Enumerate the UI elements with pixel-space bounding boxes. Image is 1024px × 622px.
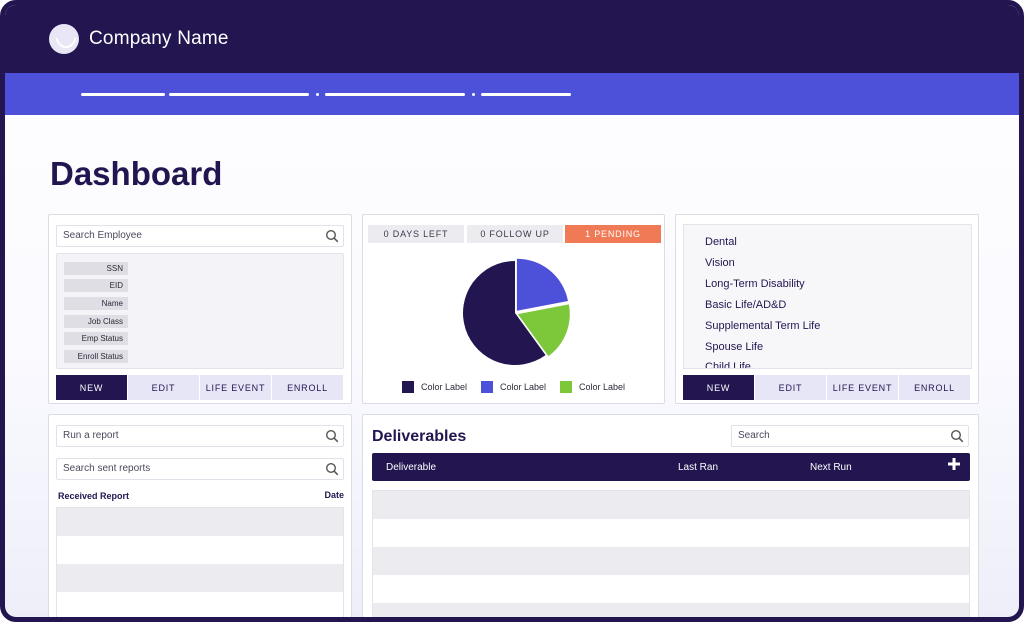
search-icon[interactable]	[325, 462, 339, 476]
page-title: Dashboard	[50, 155, 223, 192]
benefits-list: Dental Vision Long-Term Disability Basic…	[683, 224, 972, 369]
table-row[interactable]	[373, 519, 969, 547]
nav-separator	[316, 93, 319, 96]
nav-separator	[472, 93, 475, 96]
benefit-child-life[interactable]: Child Life	[705, 361, 751, 369]
benefit-vision[interactable]: Vision	[705, 257, 735, 269]
nav-item-4[interactable]	[481, 93, 571, 96]
benefit-actions: NEW EDIT LIFE EVENT ENROLL	[683, 375, 971, 400]
deliverables-card: Deliverables Search Deliverable Last Ran…	[362, 414, 979, 617]
life-event-button[interactable]: LIFE EVENT	[827, 375, 898, 400]
pie-slice-3[interactable]	[517, 304, 570, 357]
status-card: 0 DAYS LEFT 0 FOLLOW UP 1 PENDING Color …	[362, 214, 665, 404]
benefit-supplemental[interactable]: Supplemental Term Life	[705, 320, 821, 332]
column-deliverable[interactable]: Deliverable	[386, 462, 437, 473]
legend-item: Color Label	[401, 381, 467, 393]
search-sent-placeholder: Search sent reports	[63, 463, 151, 474]
legend-item: Color Label	[560, 381, 625, 393]
enroll-button[interactable]: ENROLL	[899, 375, 970, 400]
table-row[interactable]	[57, 592, 343, 617]
new-button[interactable]: NEW	[683, 375, 754, 400]
column-next-run[interactable]: Next Run	[810, 462, 852, 473]
search-employee-input[interactable]: Search Employee	[56, 225, 344, 247]
reports-card: Run a report Search sent reports Receive…	[48, 414, 352, 617]
legend-label: Color Label	[579, 382, 626, 392]
table-row[interactable]	[373, 547, 969, 575]
received-report-label: Received Report	[58, 491, 130, 501]
top-bar: Company Name	[5, 5, 1019, 73]
days-left-tab[interactable]: 0 DAYS LEFT	[368, 225, 464, 243]
deliverables-table-body	[372, 490, 970, 617]
field-job-class[interactable]: Job Class	[64, 315, 128, 328]
table-row[interactable]	[373, 491, 969, 519]
date-label: Date	[324, 490, 344, 500]
table-row[interactable]	[373, 603, 969, 617]
received-reports-list	[56, 507, 344, 617]
deliverables-title: Deliverables	[372, 428, 467, 445]
legend-label: Color Label	[499, 382, 547, 392]
pie-slice-2[interactable]	[516, 258, 568, 311]
deliverables-search-placeholder: Search	[738, 430, 770, 441]
field-eid[interactable]: EID	[64, 279, 128, 292]
run-report-input[interactable]: Run a report	[56, 425, 344, 447]
search-icon[interactable]	[325, 429, 339, 443]
follow-up-tab[interactable]: 0 FOLLOW UP	[467, 225, 563, 243]
add-icon[interactable]	[948, 458, 960, 470]
edit-button[interactable]: EDIT	[128, 375, 199, 400]
nav-bar	[5, 73, 1019, 115]
table-row[interactable]	[373, 575, 969, 603]
life-event-button[interactable]: LIFE EVENT	[200, 375, 271, 400]
employee-card: Search Employee SSN EID Name Job Class E…	[48, 214, 352, 404]
table-row[interactable]	[57, 508, 343, 536]
nav-item-3[interactable]	[325, 93, 465, 96]
search-icon[interactable]	[950, 429, 964, 443]
table-row[interactable]	[57, 564, 343, 592]
field-name[interactable]: Name	[64, 297, 128, 310]
edit-button[interactable]: EDIT	[755, 375, 826, 400]
employee-fields: SSN EID Name Job Class Emp Status Enroll…	[56, 253, 344, 369]
table-row[interactable]	[57, 536, 343, 564]
benefit-basic-life[interactable]: Basic Life/AD&D	[705, 299, 787, 311]
company-logo-icon[interactable]	[49, 24, 79, 54]
benefits-card: Dental Vision Long-Term Disability Basic…	[675, 214, 979, 404]
legend-label: Color Label	[420, 382, 467, 392]
legend-swatch	[401, 381, 414, 393]
new-button[interactable]: NEW	[56, 375, 127, 400]
benefit-spouse-life[interactable]: Spouse Life	[705, 341, 764, 353]
enroll-button[interactable]: ENROLL	[272, 375, 343, 400]
deliverables-table-header: Deliverable Last Ran Next Run	[372, 453, 970, 481]
nav-item-1[interactable]	[81, 93, 165, 96]
column-last-ran[interactable]: Last Ran	[678, 462, 719, 473]
legend-swatch	[560, 381, 573, 393]
field-emp-status[interactable]: Emp Status	[64, 332, 128, 345]
benefit-dental[interactable]: Dental	[705, 236, 737, 248]
run-report-placeholder: Run a report	[63, 430, 119, 441]
pie-chart	[463, 258, 570, 365]
legend-swatch	[480, 381, 493, 393]
chart-legend: Color Label Color Label Color Label	[363, 381, 664, 393]
search-employee-placeholder: Search Employee	[63, 230, 142, 241]
legend-item: Color Label	[480, 381, 547, 393]
nav-item-2[interactable]	[169, 93, 309, 96]
benefit-ltd[interactable]: Long-Term Disability	[705, 278, 805, 290]
field-enroll-status[interactable]: Enroll Status	[64, 350, 128, 363]
company-name: Company Name	[89, 28, 229, 49]
pie-slice-1[interactable]	[463, 261, 546, 365]
search-icon[interactable]	[325, 229, 339, 243]
pending-tab[interactable]: 1 PENDING	[565, 225, 661, 243]
field-ssn[interactable]: SSN	[64, 262, 128, 275]
employee-actions: NEW EDIT LIFE EVENT ENROLL	[56, 375, 344, 400]
deliverables-search-input[interactable]: Search	[731, 425, 969, 447]
search-sent-reports-input[interactable]: Search sent reports	[56, 458, 344, 480]
